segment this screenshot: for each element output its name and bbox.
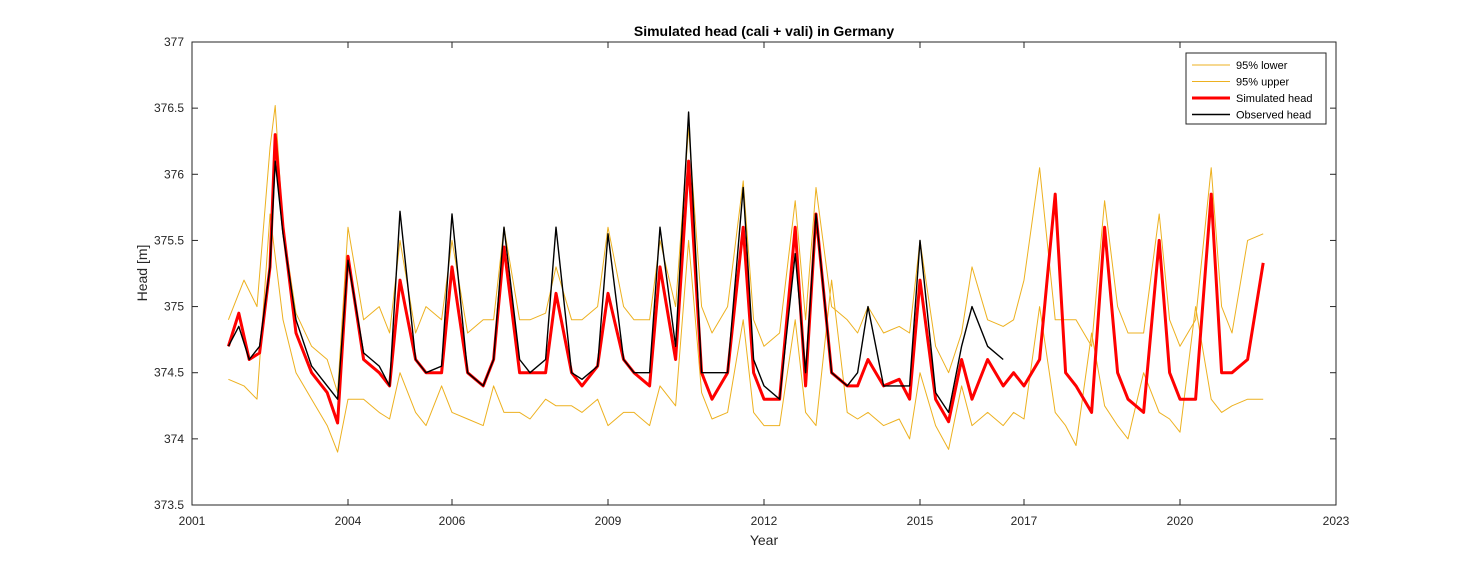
legend-label: Observed head	[1236, 110, 1311, 122]
y-tick-label: 375	[164, 300, 184, 314]
series-line-95-upper	[227, 105, 1264, 394]
y-axis-ticks: 373.5 374 374.5 375 375.5 376 376.5 377	[154, 35, 1336, 512]
x-tick-label: 2012	[751, 514, 778, 528]
y-tick-label: 373.5	[154, 498, 184, 512]
x-axis-label: Year	[750, 532, 779, 548]
legend-label: 95% upper	[1236, 77, 1290, 89]
plot-area	[192, 42, 1336, 505]
y-tick-label: 376.5	[154, 101, 184, 115]
chart-title: Simulated head (cali + vali) in Germany	[634, 23, 894, 39]
series-layer	[226, 105, 1265, 453]
x-tick-label: 2015	[907, 514, 934, 528]
y-tick-label: 374.5	[154, 366, 184, 380]
series-line-observed-head	[227, 111, 1004, 414]
y-tick-label: 375.5	[154, 233, 184, 247]
y-axis-label: Head [m]	[134, 245, 150, 302]
y-tick-label: 374	[164, 432, 184, 446]
x-tick-label: 2006	[439, 514, 466, 528]
series-line-95-lower	[228, 213, 1264, 453]
legend-label: Simulated head	[1236, 93, 1312, 105]
x-tick-label: 2004	[335, 514, 362, 528]
y-tick-label: 376	[164, 167, 184, 181]
series-line-simulated-head	[226, 133, 1265, 425]
legend: 95% lower 95% upper Simulated head Observed…	[1185, 52, 1327, 125]
x-tick-label: 2020	[1167, 514, 1194, 528]
x-tick-label: 2023	[1323, 514, 1350, 528]
y-tick-label: 377	[164, 35, 184, 49]
plot-frame	[191, 41, 1337, 506]
legend-label: 95% lower	[1236, 60, 1288, 72]
x-tick-label: 2001	[179, 514, 206, 528]
x-tick-label: 2009	[595, 514, 622, 528]
x-tick-label: 2017	[1011, 514, 1038, 528]
x-axis-ticks: 2001 2004 2006 2009 2012 2015 2017 2020 2023	[179, 42, 1350, 528]
